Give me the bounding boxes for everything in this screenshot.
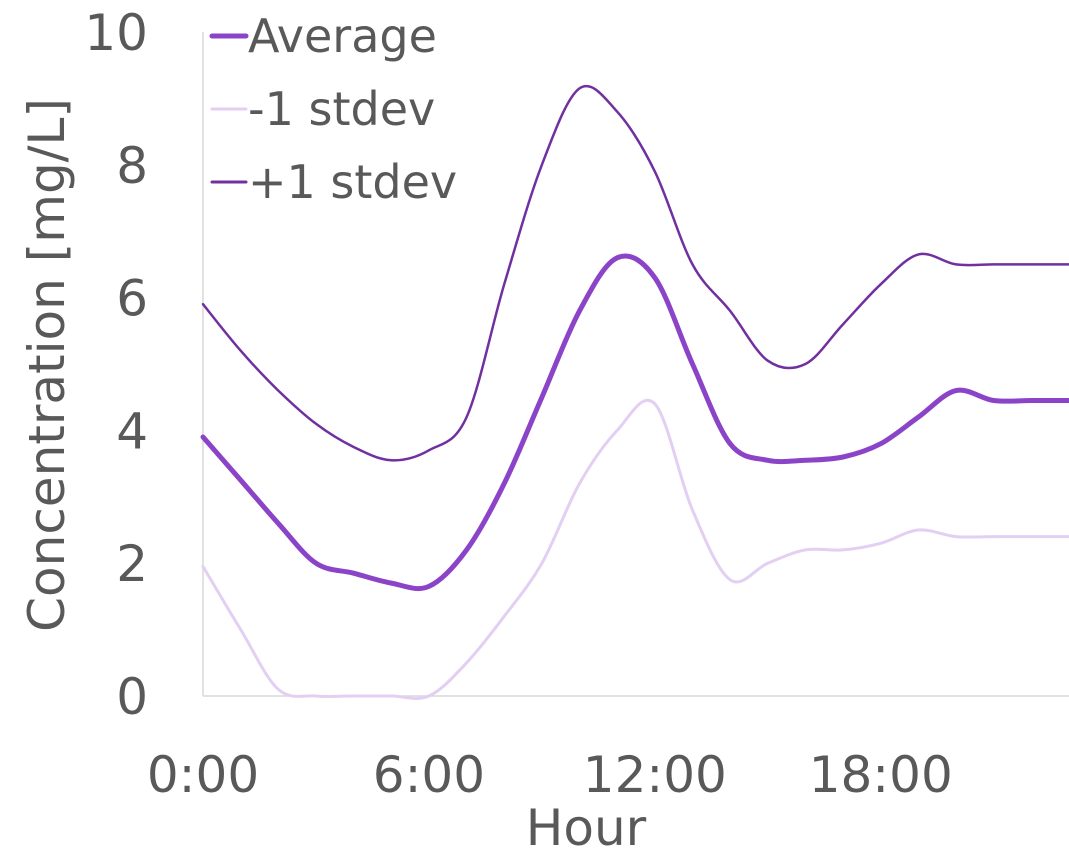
y-tick-label: 6	[116, 270, 148, 328]
x-tick-labels: 0:00 6:00 12:00 18:00	[147, 746, 953, 804]
x-tick-label: 18:00	[809, 746, 953, 804]
legend: Average -1 stdev +1 stdev	[209, 9, 457, 209]
y-tick-label: 2	[116, 535, 148, 593]
x-tick-label: 6:00	[373, 746, 485, 804]
legend-label: +1 stdev	[248, 155, 457, 209]
series-line-1-stdev	[201, 398, 1069, 700]
series-line-1-stdev	[201, 85, 1069, 462]
x-tick-label: 0:00	[147, 746, 259, 804]
x-axis-title: Hour	[526, 799, 647, 849]
y-tick-label: 8	[116, 137, 148, 195]
series-lines	[200, 85, 1069, 700]
legend-label: -1 stdev	[248, 82, 435, 136]
y-tick-label: 0	[116, 668, 148, 726]
y-axis-title: Concentration [mg/L]	[18, 98, 76, 632]
legend-label: Average	[248, 9, 437, 63]
series-line-average	[200, 253, 1069, 592]
y-tick-label: 4	[116, 402, 148, 460]
y-tick-labels: 0 2 4 6 8 10	[84, 4, 148, 726]
y-tick-label: 10	[84, 4, 148, 62]
x-tick-label: 12:00	[583, 746, 727, 804]
